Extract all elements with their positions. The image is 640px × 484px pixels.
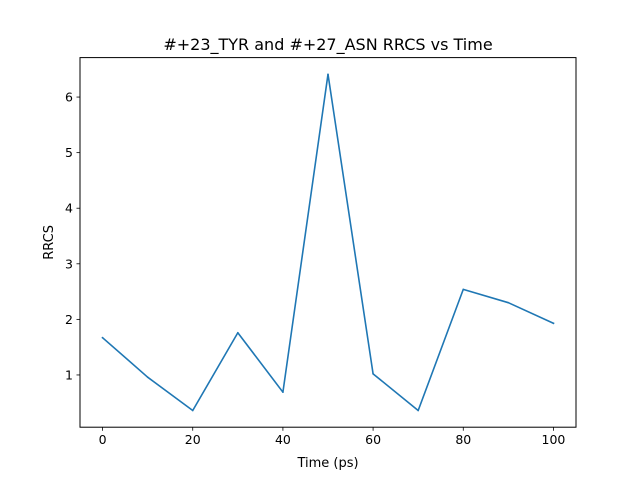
x-tick-label: 100 — [542, 432, 566, 447]
data-point — [101, 336, 104, 339]
data-point — [146, 376, 149, 378]
x-tick-label: 80 — [455, 432, 471, 447]
x-tick-label: 0 — [99, 432, 107, 447]
y-axis-label: RRCS — [42, 225, 57, 260]
data-point — [372, 373, 374, 375]
x-tick-label: 40 — [275, 432, 291, 447]
y-tick-label: 1 — [65, 367, 73, 382]
data-point — [327, 73, 329, 76]
data-point — [552, 322, 555, 325]
y-tick-label: 2 — [65, 312, 73, 327]
data-point — [462, 288, 465, 291]
ticks-layer: 0 20 40 60 80 100 1 2 3 4 5 6 — [65, 90, 565, 448]
y-tick-label: 3 — [65, 256, 73, 271]
data-point — [237, 331, 239, 334]
y-tick-label: 5 — [65, 145, 73, 160]
chart-title: #+23_TYR and #+27_ASN RRCS vs Time — [163, 35, 492, 55]
data-point — [282, 391, 284, 393]
data-point — [507, 301, 510, 304]
y-tick-label: 6 — [65, 90, 73, 105]
x-tick-label: 20 — [185, 432, 201, 447]
data-point — [417, 409, 419, 412]
data-point — [191, 409, 194, 412]
plot-area-frame — [79, 57, 577, 428]
x-tick-label: 60 — [365, 432, 381, 447]
y-tick-label: 4 — [65, 201, 73, 216]
x-axis-label: Time (ps) — [296, 456, 358, 471]
series-layer — [101, 73, 555, 412]
